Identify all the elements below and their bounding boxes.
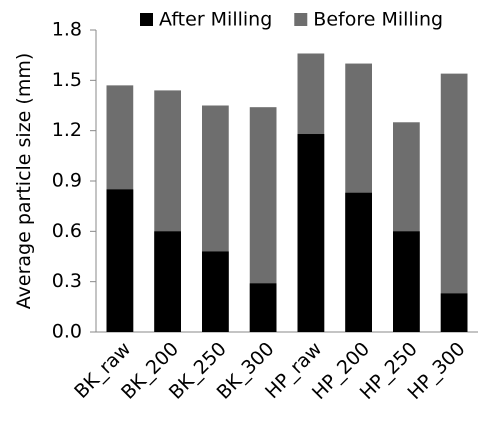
bar <box>202 251 229 332</box>
legend-swatch <box>294 13 308 26</box>
legend-label: After Milling <box>159 9 272 31</box>
y-axis-label: Average particle size (mm) <box>13 53 35 309</box>
bar <box>345 192 372 332</box>
bar <box>393 231 420 332</box>
y-tick-label: 0.9 <box>52 170 82 192</box>
y-tick-label: 0.3 <box>52 270 82 292</box>
y-tick-label: 1.5 <box>52 69 82 91</box>
y-tick-label: 1.8 <box>52 19 82 41</box>
y-tick-label: 0.0 <box>52 321 82 343</box>
bar <box>440 73 468 332</box>
legend-swatch <box>140 13 153 26</box>
bar <box>154 231 181 332</box>
bar <box>440 293 468 332</box>
bar <box>297 134 325 332</box>
legend-label: Before Milling <box>313 9 443 31</box>
bar <box>249 283 277 332</box>
y-tick-label: 1.2 <box>52 119 82 141</box>
bar <box>106 189 134 332</box>
y-tick-label: 0.6 <box>52 220 82 242</box>
